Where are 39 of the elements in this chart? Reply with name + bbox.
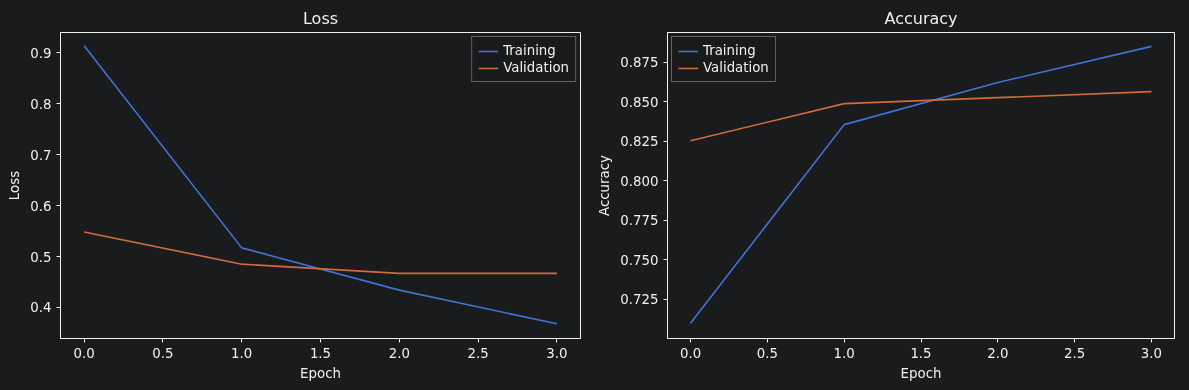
- x-tick-label: 0.5: [756, 345, 778, 361]
- x-tick-label: 3.0: [1140, 345, 1163, 361]
- x-tick-label: 2.0: [987, 345, 1009, 361]
- x-tick-label: 0.5: [152, 345, 174, 361]
- legend-label: Validation: [503, 60, 569, 75]
- legend-label: Validation: [703, 60, 769, 75]
- x-axis-title: Epoch: [900, 365, 942, 381]
- x-tick-label: 2.5: [467, 345, 489, 361]
- line-series: [689, 45, 1153, 324]
- chart-title: Loss: [302, 8, 339, 28]
- y-axis-title: Loss: [7, 170, 23, 201]
- y-tick-label: 0.7: [30, 147, 52, 163]
- y-tick-label: 0.875: [620, 55, 659, 71]
- x-tick-label: 1.5: [910, 345, 932, 361]
- y-tick-label: 0.9: [30, 45, 52, 61]
- x-tick-label: 0.0: [679, 345, 702, 361]
- x-tick-label: 1.5: [309, 345, 332, 361]
- y-tick-label: 0.800: [620, 173, 659, 189]
- x-axis-title: Epoch: [300, 365, 341, 381]
- y-tick-label: 0.8: [30, 96, 52, 112]
- x-tick-label: 0.0: [73, 345, 95, 361]
- x-tick-label: 2.5: [1064, 345, 1086, 361]
- y-tick-label: 0.825: [620, 134, 659, 150]
- chart-title: Accuracy: [884, 8, 958, 28]
- x-tick-label: 1.0: [231, 345, 253, 361]
- y-tick-label: 0.4: [30, 300, 52, 316]
- y-tick-label: 0.5: [30, 249, 52, 265]
- legend-label: Training: [503, 43, 556, 58]
- y-tick-label: 0.775: [620, 213, 659, 229]
- legend-label: Training: [703, 43, 756, 58]
- y-axis-title: Accuracy: [597, 154, 613, 216]
- x-tick-label: 3.0: [546, 345, 568, 361]
- y-tick-label: 0.850: [620, 94, 659, 110]
- y-tick-label: 0.6: [30, 198, 52, 214]
- x-tick-label: 1.0: [833, 345, 855, 361]
- y-tick-label: 0.725: [620, 292, 659, 308]
- x-tick-label: 2.0: [388, 345, 410, 361]
- line-series: [689, 90, 1153, 142]
- y-tick-label: 0.750: [620, 252, 659, 268]
